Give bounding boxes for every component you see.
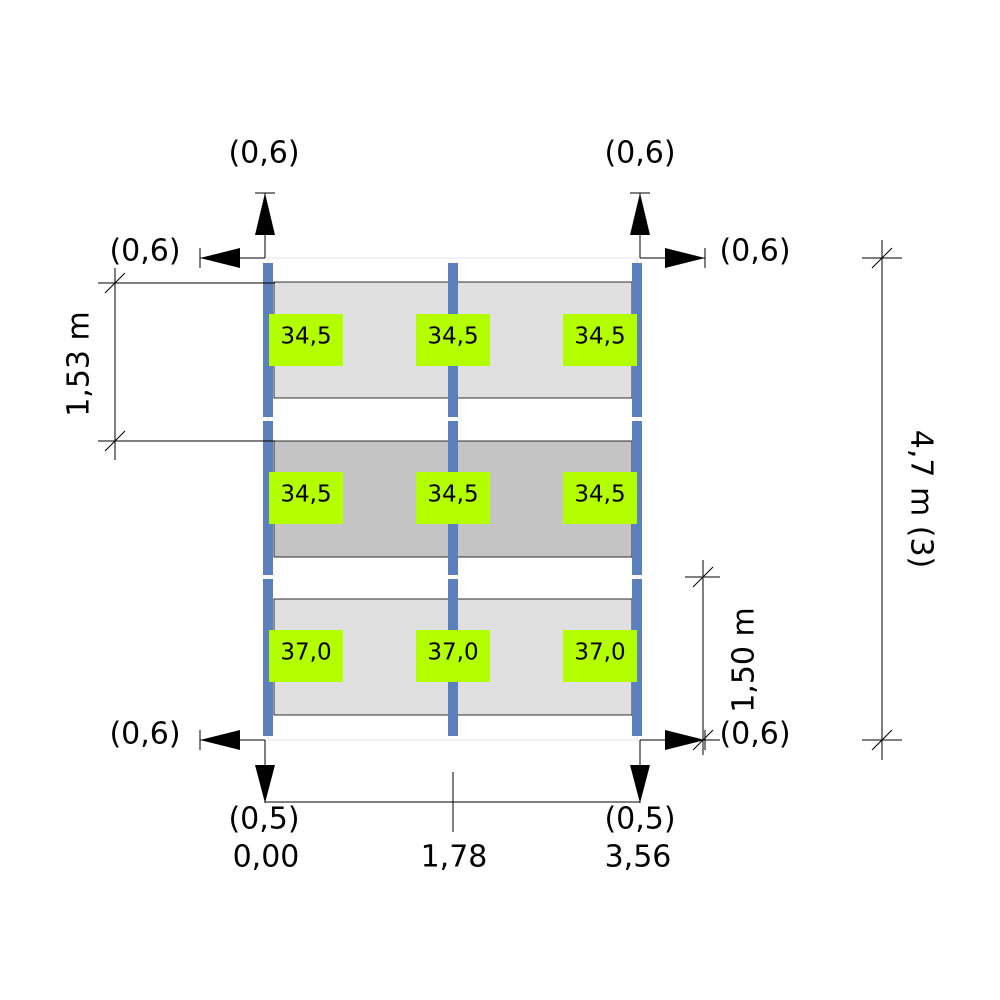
panel-value: 34,5 [280,482,331,508]
arrow-head [200,730,240,750]
dimension-label: 4,7 m (3) [904,430,939,569]
dimension-line [640,560,720,755]
label-box [269,472,343,524]
post [263,263,273,417]
label-box [269,314,343,366]
dimension-label: 1,53 m [62,311,97,417]
load-label: (0,6) [109,717,180,752]
load-label: (0,5) [228,802,299,837]
panel-value: 34,5 [280,324,331,350]
label-box [416,472,490,524]
load-label: (0,6) [228,136,299,171]
post [263,421,273,575]
panel-value: 37,0 [280,640,331,666]
load-label: (0,6) [719,234,790,269]
panel-value: 37,0 [427,640,478,666]
load-label: (0,6) [719,717,790,752]
panel-value: 37,0 [574,640,625,666]
panel-labels: 34,5 34,5 34,5 34,5 34,5 34,5 37,0 37,0 37,0 [269,314,637,682]
axis-label: 0,00 [233,840,300,875]
panel-value: 34,5 [427,324,478,350]
label-box [563,630,637,682]
axis-line [265,772,640,832]
arrow-head [630,193,650,235]
post [263,579,273,736]
arrow-head [255,193,275,235]
panel-value: 34,5 [427,482,478,508]
arrow-head [200,248,240,268]
arrows [199,192,706,803]
dimension-label: 1,50 m [727,607,762,713]
arrow-head [630,765,650,803]
panel-value: 34,5 [574,324,625,350]
label-box [416,314,490,366]
axis-label: 3,56 [605,840,672,875]
load-label: (0,6) [109,234,180,269]
label-box [563,314,637,366]
label-box [269,630,343,682]
panel-value: 34,5 [574,482,625,508]
load-label: (0,6) [604,136,675,171]
dimension-line [862,240,902,760]
arrow-head [665,248,705,268]
load-label: (0,5) [604,802,675,837]
axis-label: 1,78 [421,840,488,875]
label-box [416,630,490,682]
label-box [563,472,637,524]
arrow-head [255,765,275,803]
dimension-line [98,268,275,460]
